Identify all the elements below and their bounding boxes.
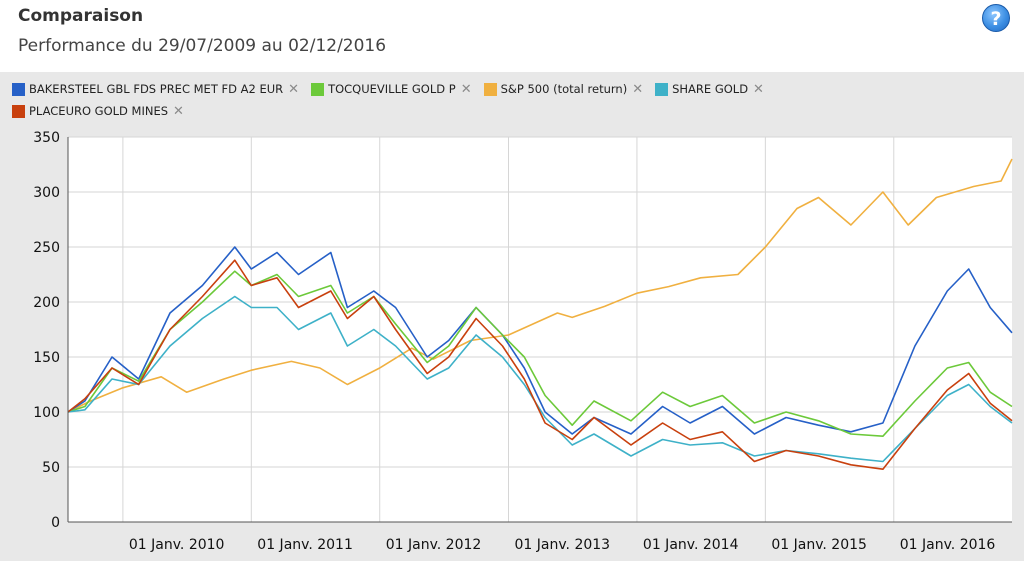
x-tick-label: 01 Janv. 2015 <box>771 537 867 553</box>
plot-area <box>68 137 1012 522</box>
x-tick-label: 01 Janv. 2010 <box>129 537 225 553</box>
help-icon[interactable]: ? <box>982 4 1010 32</box>
legend-swatch <box>655 82 669 96</box>
legend-label: SHARE GOLD <box>672 82 749 96</box>
legend-item-placeuro[interactable]: PLACEURO GOLD MINES ✕ <box>12 104 184 118</box>
y-tick-label: 50 <box>42 460 60 476</box>
legend-item-tocqueville[interactable]: TOCQUEVILLE GOLD P ✕ <box>311 82 472 96</box>
x-tick-label: 01 Janv. 2011 <box>257 537 353 553</box>
x-tick-label: 01 Janv. 2016 <box>900 537 996 553</box>
x-tick-label: 01 Janv. 2013 <box>515 537 611 553</box>
remove-series-icon[interactable]: ✕ <box>460 81 472 97</box>
legend-item-share-gold[interactable]: SHARE GOLD ✕ <box>655 82 764 96</box>
y-tick-label: 350 <box>33 130 60 146</box>
legend-row: PLACEURO GOLD MINES ✕ <box>12 100 1012 122</box>
y-tick-label: 150 <box>33 350 60 366</box>
legend-swatch <box>311 82 325 96</box>
y-tick-label: 300 <box>33 185 60 201</box>
page-title: Comparaison <box>18 6 144 26</box>
series-line-placeuro-gold-mines[interactable] <box>67 259 1013 470</box>
x-tick-label: 01 Janv. 2012 <box>386 537 482 553</box>
chart-legend: BAKERSTEEL GBL FDS PREC MET FD A2 EUR ✕ … <box>12 78 1012 122</box>
series-layer <box>67 158 1013 470</box>
series-line-share-gold[interactable] <box>67 295 1013 463</box>
y-tick-label: 0 <box>51 515 60 531</box>
series-line-tocqueville-gold-p[interactable] <box>67 270 1013 437</box>
legend-swatch <box>483 82 497 96</box>
legend-item-sp500[interactable]: S&P 500 (total return) ✕ <box>483 81 644 97</box>
series-line-bakersteel-gbl-fds-prec-met-fd-a2-eur[interactable] <box>67 246 1013 435</box>
axes: 0 50 100 150 200 250 300 350 01 Janv. 2010 01 Jan… <box>33 130 1012 553</box>
legend-label: S&P 500 (total return) <box>500 82 628 96</box>
page-subtitle: Performance du 29/07/2009 au 02/12/2016 <box>18 36 387 56</box>
legend-label: BAKERSTEEL GBL FDS PREC MET FD A2 EUR <box>29 82 284 96</box>
legend-item-bakersteel[interactable]: BAKERSTEEL GBL FDS PREC MET FD A2 EUR ✕ <box>12 82 299 96</box>
legend-row: BAKERSTEEL GBL FDS PREC MET FD A2 EUR ✕ … <box>12 78 1012 100</box>
y-tick-label: 100 <box>33 405 60 421</box>
y-tick-label: 200 <box>33 295 60 311</box>
remove-series-icon[interactable]: ✕ <box>173 103 184 119</box>
remove-series-icon[interactable]: ✕ <box>288 81 300 97</box>
remove-series-icon[interactable]: ✕ <box>753 81 764 97</box>
legend-swatch <box>12 82 25 96</box>
x-tick-label: 01 Janv. 2014 <box>643 537 739 553</box>
remove-series-icon[interactable]: ✕ <box>632 81 644 97</box>
legend-label: PLACEURO GOLD MINES <box>29 104 169 118</box>
series-line-s-p-500-total-return[interactable] <box>67 158 1013 413</box>
y-tick-label: 250 <box>33 240 60 256</box>
legend-swatch <box>12 104 25 118</box>
legend-label: TOCQUEVILLE GOLD P <box>328 82 456 96</box>
